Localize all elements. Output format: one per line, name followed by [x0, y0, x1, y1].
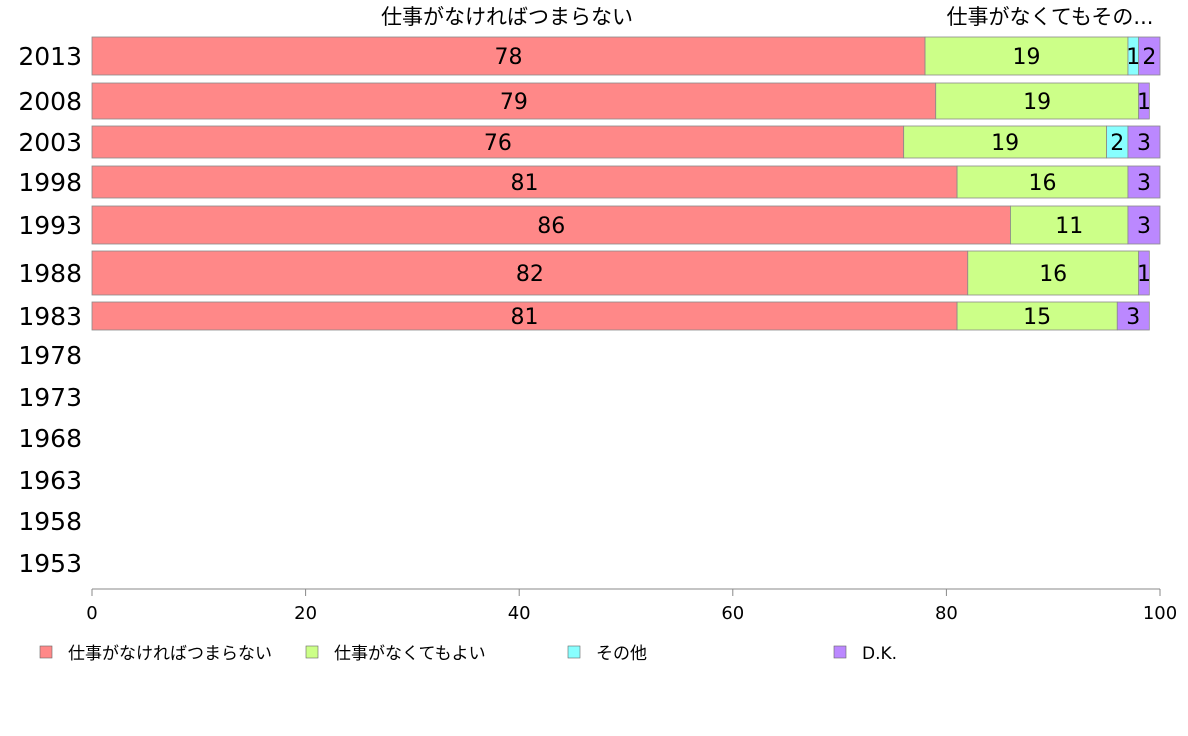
bar-segment-2003-s4: [1127, 125, 1161, 159]
y-axis-labels: 2013 2008 2003 1998 1993 1988 1983 1978 1973 1968…: [18, 42, 82, 578]
data-label-1993-s4: 3: [1137, 214, 1151, 239]
legend-label-4: D.K.: [862, 644, 897, 664]
top-label-series-2: 仕事がなくてもその...: [947, 5, 1154, 29]
y-label-1993: 1993: [18, 211, 82, 240]
y-label-1978: 1978: [18, 341, 82, 370]
data-label-2013-s4: 2: [1142, 45, 1156, 70]
bar-segment-2008-s4: [1138, 82, 1150, 120]
legend-label-2: 仕事がなくてもよい: [334, 644, 486, 664]
y-label-1963: 1963: [18, 466, 82, 495]
data-label-1993-s2: 11: [1055, 214, 1083, 239]
data-label-1988-s1: 82: [516, 262, 544, 287]
data-label-1993-s1: 86: [537, 214, 565, 239]
data-label-2008-s4: 1: [1137, 90, 1151, 115]
y-label-2003: 2003: [18, 128, 82, 157]
legend-swatch-4: [833, 645, 847, 659]
x-tick-label-40: 40: [508, 603, 531, 624]
data-label-1988-s2: 16: [1039, 262, 1067, 287]
data-label-1988-s4: 1: [1137, 262, 1151, 287]
x-axis: 0 20 40 60 80 100: [86, 588, 1177, 624]
data-label-2008-s1: 79: [500, 90, 528, 115]
bar-segment-1993-s4: [1127, 205, 1161, 245]
data-label-1998-s2: 16: [1029, 171, 1057, 196]
bar-segment-1983-s1: [91, 301, 958, 331]
data-label-1983-s4: 3: [1126, 305, 1140, 330]
bar-segment-1983-s2: [956, 301, 1118, 331]
top-label-series-1: 仕事がなければつまらない: [381, 5, 633, 29]
data-label-2003-s2: 19: [991, 131, 1019, 156]
top-series-labels: 仕事がなければつまらない 仕事がなくてもその...: [381, 5, 1153, 29]
data-label-2013-s3: 1: [1126, 45, 1140, 70]
y-label-1958: 1958: [18, 507, 82, 536]
legend-label-1: 仕事がなければつまらない: [68, 644, 272, 664]
bar-segment-1988-s4: [1138, 250, 1150, 296]
bar-segment-1998-s4: [1127, 165, 1161, 199]
data-label-2013-s1: 78: [495, 45, 523, 70]
data-label-2003-s4: 3: [1137, 131, 1151, 156]
x-tick-label-20: 20: [294, 603, 317, 624]
data-label-1983-s2: 15: [1023, 305, 1051, 330]
bar-segment-2013-s2: [924, 36, 1129, 76]
data-label-1983-s1: 81: [511, 305, 539, 330]
legend: 仕事がなければつまらない 仕事がなくてもよい その他 D.K.: [39, 644, 897, 664]
bar-segment-2008-s1: [91, 82, 937, 120]
data-label-2013-s2: 19: [1013, 45, 1041, 70]
y-label-2008: 2008: [18, 87, 82, 116]
data-label-2008-s2: 19: [1023, 90, 1051, 115]
bar-segment-1988-s1: [91, 250, 969, 296]
x-tick-label-80: 80: [935, 603, 958, 624]
x-tick-label-60: 60: [721, 603, 744, 624]
bar-segment-1988-s2: [967, 250, 1140, 296]
legend-swatch-1: [39, 645, 53, 659]
legend-label-3: その他: [596, 644, 647, 664]
bar-segment-2013-s4: [1138, 36, 1161, 76]
y-label-1953: 1953: [18, 549, 82, 578]
y-label-1968: 1968: [18, 424, 82, 453]
bar-segment-2008-s2: [935, 82, 1140, 120]
bar-segment-1998-s1: [91, 165, 958, 199]
data-label-1998-s1: 81: [511, 171, 539, 196]
bar-segment-1983-s4: [1116, 301, 1150, 331]
bar-segment-2003-s1: [91, 125, 905, 159]
y-label-1998: 1998: [18, 168, 82, 197]
y-label-1973: 1973: [18, 383, 82, 412]
x-tick-label-0: 0: [86, 603, 97, 624]
bars-group: 78 19 1 279 19 176 19 2 381 16 386 11 382 16 181 15 3: [91, 36, 1161, 331]
x-tick-label-100: 100: [1143, 603, 1177, 624]
data-label-1998-s4: 3: [1137, 171, 1151, 196]
bar-segment-2003-s2: [903, 125, 1107, 159]
data-label-2003-s1: 76: [484, 131, 512, 156]
bar-segment-1993-s2: [1010, 205, 1129, 245]
legend-swatch-2: [305, 645, 319, 659]
bar-segment-2013-s1: [91, 36, 926, 76]
y-label-1988: 1988: [18, 259, 82, 288]
y-label-2013: 2013: [18, 42, 82, 71]
legend-swatch-3: [567, 645, 581, 659]
data-label-2003-s3: 2: [1110, 131, 1124, 156]
y-label-1983: 1983: [18, 302, 82, 331]
